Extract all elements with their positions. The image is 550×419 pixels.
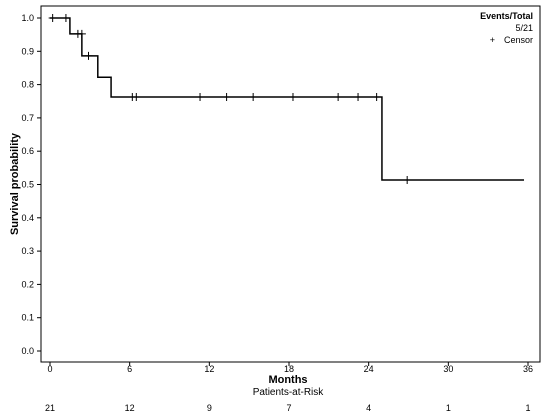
legend-title: Events/Total (480, 11, 533, 21)
y-tick-label: 1.0 (21, 13, 34, 23)
x-axis-ticks: 0 6 12 18 24 30 36 (47, 362, 533, 374)
censor-mark (196, 92, 205, 101)
censor-mark (249, 92, 258, 101)
survival-curve-layer (50, 17, 525, 181)
x-tick-label: 36 (523, 364, 533, 374)
risk-count: 4 (366, 403, 371, 413)
y-tick-label: 0.9 (21, 46, 34, 56)
y-tick-label: 0.3 (21, 246, 34, 256)
risk-count: 9 (207, 403, 212, 413)
survival-step-line (50, 17, 525, 181)
censor-mark (77, 29, 86, 38)
x-tick-label: 12 (204, 364, 214, 374)
x-tick-label: 30 (443, 364, 453, 374)
plot-frame (40, 5, 541, 363)
x-tick-label: 24 (364, 364, 374, 374)
y-tick-label: 0.7 (21, 113, 34, 123)
censor-mark (48, 14, 57, 22)
risk-count: 1 (525, 403, 530, 413)
y-tick-label: 0.4 (21, 213, 34, 223)
legend-censor-label: Censor (504, 35, 533, 45)
risk-count: 12 (125, 403, 135, 413)
x-tick-label: 6 (127, 364, 132, 374)
y-tick-label: 0.2 (21, 279, 34, 289)
legend-series-value: 5/21 (515, 23, 533, 33)
censor-mark (403, 176, 412, 185)
legend: Events/Total 5/21 + Censor (480, 11, 533, 45)
x-axis-title: Months (268, 374, 307, 386)
censor-mark (84, 51, 93, 60)
censor-mark (61, 14, 70, 22)
y-axis-title: Survival probability (9, 132, 21, 235)
censor-mark (354, 92, 363, 101)
y-tick-label: 0.6 (21, 146, 34, 156)
censor-mark (288, 92, 297, 101)
y-tick-label: 0.5 (21, 180, 34, 190)
censor-mark (222, 92, 231, 101)
y-axis-ticks: 0.0 0.1 0.2 0.3 0.4 0.5 0.6 0.7 0.8 0.9 1.0 (21, 13, 41, 356)
risk-table-counts: 21 12 9 7 4 1 1 (45, 403, 531, 413)
censor-mark (372, 92, 381, 101)
risk-table-title: Patients-at-Risk (253, 387, 325, 398)
legend-censor-symbol: + (490, 35, 495, 45)
x-tick-label: 18 (284, 364, 294, 374)
risk-count: 1 (446, 403, 451, 413)
y-tick-label: 0.0 (21, 346, 34, 356)
censor-mark (132, 92, 141, 101)
risk-count: 21 (45, 403, 55, 413)
y-tick-label: 0.1 (21, 313, 34, 323)
censor-mark (334, 92, 343, 101)
risk-count: 7 (286, 403, 291, 413)
censor-marks (48, 14, 412, 185)
y-tick-label: 0.8 (21, 80, 34, 90)
x-tick-label: 0 (47, 364, 52, 374)
